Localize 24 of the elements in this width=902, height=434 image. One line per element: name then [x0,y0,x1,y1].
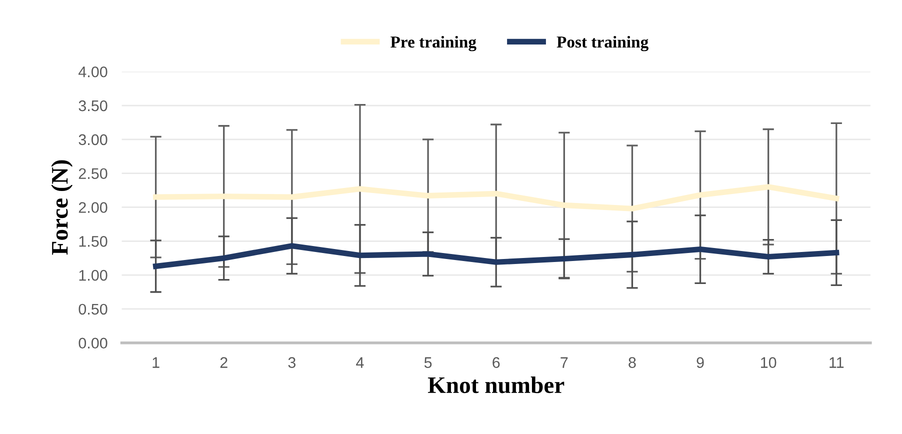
y-tick-label: 2.00 [78,202,108,213]
x-tick-label: 2 [220,357,228,368]
x-tick-label: 3 [288,357,296,368]
x-tick-label: 10 [761,357,776,368]
x-tick-label: 6 [492,357,500,368]
y-tick-label: 3.50 [78,100,108,112]
y-tick-label: 3.00 [78,134,108,146]
x-tick-label: 8 [628,357,636,368]
y-tick-label: 0.50 [78,304,108,315]
y-tick-label: 0.00 [78,338,108,349]
y-tick-label: 4.00 [78,66,108,78]
x-tick-label: 4 [356,357,364,368]
y-tick-label: 2.50 [78,168,108,180]
x-tick-label: 5 [424,357,432,368]
legend-label: Post training [556,36,648,52]
y-axis-title: Force (N) [51,160,73,255]
legend-label: Pre training [390,36,476,52]
x-axis-title: Knot number [428,376,564,394]
x-tick-label: 11 [830,357,844,368]
x-tick-label: 7 [560,357,568,368]
x-tick-label: 1 [152,357,160,368]
x-tick-label: 9 [696,357,704,368]
y-tick-label: 1.50 [79,236,108,247]
y-tick-label: 1.00 [79,270,108,281]
